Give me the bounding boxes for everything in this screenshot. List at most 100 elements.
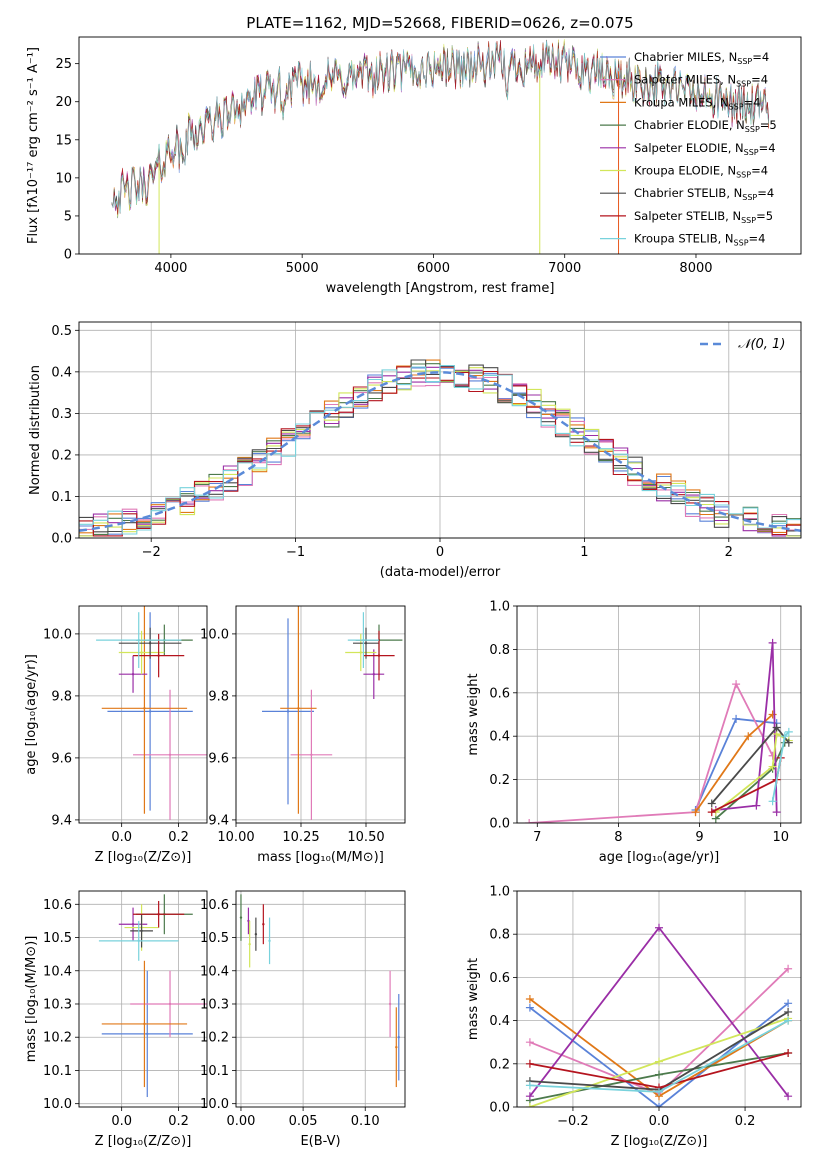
y-tick-label: 15 bbox=[55, 133, 72, 148]
y-tick-label: 5 bbox=[64, 209, 72, 224]
data-point bbox=[157, 654, 160, 657]
data-point bbox=[137, 638, 140, 642]
legend-label-subscript: SSP bbox=[742, 193, 757, 202]
weight-marker bbox=[525, 1081, 534, 1090]
plot-area bbox=[525, 923, 793, 1107]
y-tick-label: 10.0 bbox=[43, 627, 72, 642]
weight-marker bbox=[784, 999, 793, 1008]
x-tick-label: −1 bbox=[286, 545, 305, 560]
legend-label-subscript: SSP bbox=[729, 102, 744, 111]
weight-marker bbox=[784, 1049, 793, 1057]
legend-label-subscript: SSP bbox=[741, 216, 756, 225]
data-point bbox=[148, 642, 152, 645]
x-tick-label: 1 bbox=[580, 545, 588, 560]
data-point bbox=[140, 651, 143, 654]
weight-marker bbox=[768, 638, 777, 647]
plot-area bbox=[111, 39, 769, 254]
x-axis-label: E(B-V) bbox=[300, 1134, 340, 1149]
data-point bbox=[262, 923, 265, 926]
weight-marker bbox=[784, 1016, 793, 1025]
data-point bbox=[247, 919, 250, 923]
x-axis-label: Z [log₁₀(Z/Z⊙)] bbox=[95, 850, 192, 865]
weight-marker bbox=[784, 1007, 793, 1016]
data-point bbox=[143, 707, 146, 710]
data-point bbox=[248, 942, 251, 946]
weight-marker bbox=[655, 1087, 663, 1096]
data-point bbox=[364, 642, 368, 645]
legend-label: Salpeter MILES, NSSP=4 bbox=[634, 73, 768, 89]
legend-label-value: =4 bbox=[744, 95, 761, 109]
x-tick-label: −2 bbox=[142, 545, 161, 560]
legend-label-subscript: SSP bbox=[745, 125, 760, 134]
y-axis-label: age [log₁₀(age/yr)] bbox=[24, 654, 39, 775]
y-tick-label: 10.5 bbox=[200, 931, 229, 946]
legend-label: Salpeter ELODIE, NSSP=4 bbox=[634, 141, 776, 157]
legend-label-value: =4 bbox=[759, 141, 776, 155]
legend-label-text: Kroupa ELODIE, N bbox=[634, 164, 736, 178]
legend-label: Kroupa STELIB, NSSP=4 bbox=[634, 232, 765, 248]
legend-label-text: Chabrier STELIB, N bbox=[634, 186, 742, 200]
x-tick-label: 4000 bbox=[154, 261, 187, 276]
y-tick-label: 0.0 bbox=[51, 532, 72, 547]
weight-marker bbox=[744, 732, 753, 741]
data-point bbox=[297, 707, 300, 710]
weight-marker bbox=[525, 1059, 534, 1068]
y-tick-label: 0.1 bbox=[51, 490, 72, 505]
data-point bbox=[131, 673, 135, 676]
weight-marker bbox=[707, 799, 716, 808]
x-tick-label: 0.2 bbox=[168, 830, 189, 845]
y-tick-label: 10 bbox=[55, 171, 72, 186]
weight-marker bbox=[525, 1038, 534, 1047]
legend-label-text: Chabrier ELODIE, N bbox=[634, 118, 745, 132]
legend-label-subscript: SSP bbox=[736, 80, 751, 89]
y-tick-label: 9.6 bbox=[51, 751, 72, 766]
x-axis-label: Z [log₁₀(Z/Z⊙)] bbox=[95, 1134, 192, 1149]
x-tick-label: 6000 bbox=[417, 261, 450, 276]
y-tick-label: 0.0 bbox=[489, 817, 510, 832]
y-tick-label: 0.3 bbox=[51, 407, 72, 422]
data-point bbox=[168, 753, 172, 756]
x-tick-label: 0.0 bbox=[649, 1114, 670, 1129]
legend-label-value: =4 bbox=[752, 50, 769, 64]
y-tick-label: 10.0 bbox=[200, 1097, 229, 1112]
y-tick-label: 10.1 bbox=[200, 1064, 229, 1079]
axes-frame bbox=[78, 36, 802, 255]
data-point bbox=[157, 913, 160, 916]
data-point bbox=[254, 933, 258, 936]
x-tick-label: 0.2 bbox=[735, 1114, 756, 1129]
y-axis-label: mass weight bbox=[466, 673, 481, 755]
y-tick-label: 1.0 bbox=[489, 885, 510, 900]
weight-marker bbox=[655, 1057, 663, 1066]
y-tick-label: 0.2 bbox=[489, 773, 510, 788]
x-tick-label: 0 bbox=[436, 545, 444, 560]
plot-area bbox=[525, 638, 793, 823]
y-tick-label: 9.4 bbox=[51, 813, 72, 828]
weight-marker bbox=[772, 723, 781, 732]
plot-area bbox=[98, 894, 207, 1098]
weight-marker bbox=[525, 995, 534, 1003]
data-point bbox=[388, 1002, 392, 1006]
y-tick-label: 20 bbox=[55, 95, 72, 110]
x-axis-label: age [log₁₀(age/yr)] bbox=[599, 850, 720, 865]
y-tick-label: 0.4 bbox=[489, 1014, 510, 1029]
y-tick-label: 10.4 bbox=[200, 964, 229, 979]
mass-weight-vs-metallicity-panel: −0.2 0.0 0.2 0.0 0.2 0.4 0.6 0.8 1.0 Z [log₁₀(Z/Z… bbox=[466, 885, 802, 1149]
x-tick-label: 10.00 bbox=[217, 830, 254, 845]
legend-label: 𝒩(0, 1) bbox=[738, 337, 785, 352]
y-tick-label: 0.8 bbox=[489, 928, 510, 943]
axes-frame bbox=[235, 605, 406, 824]
x-axis-label: Z [log₁₀(Z/Z⊙)] bbox=[611, 1134, 708, 1149]
weight-marker bbox=[732, 680, 741, 689]
y-tick-label: 10.1 bbox=[43, 1064, 72, 1079]
y-tick-label: 0.4 bbox=[51, 365, 72, 380]
legend-label: Chabrier ELODIE, NSSP=5 bbox=[634, 118, 777, 134]
x-tick-label: 8 bbox=[614, 830, 622, 845]
y-tick-label: 0.6 bbox=[489, 686, 510, 701]
y-axis-label: mass weight bbox=[466, 958, 481, 1040]
y-tick-label: 0.6 bbox=[489, 971, 510, 986]
y-tick-label: 0.8 bbox=[489, 643, 510, 658]
x-tick-label: 0.0 bbox=[111, 830, 132, 845]
weight-marker bbox=[772, 808, 781, 817]
axes-frame bbox=[235, 890, 406, 1108]
data-point bbox=[239, 916, 243, 919]
